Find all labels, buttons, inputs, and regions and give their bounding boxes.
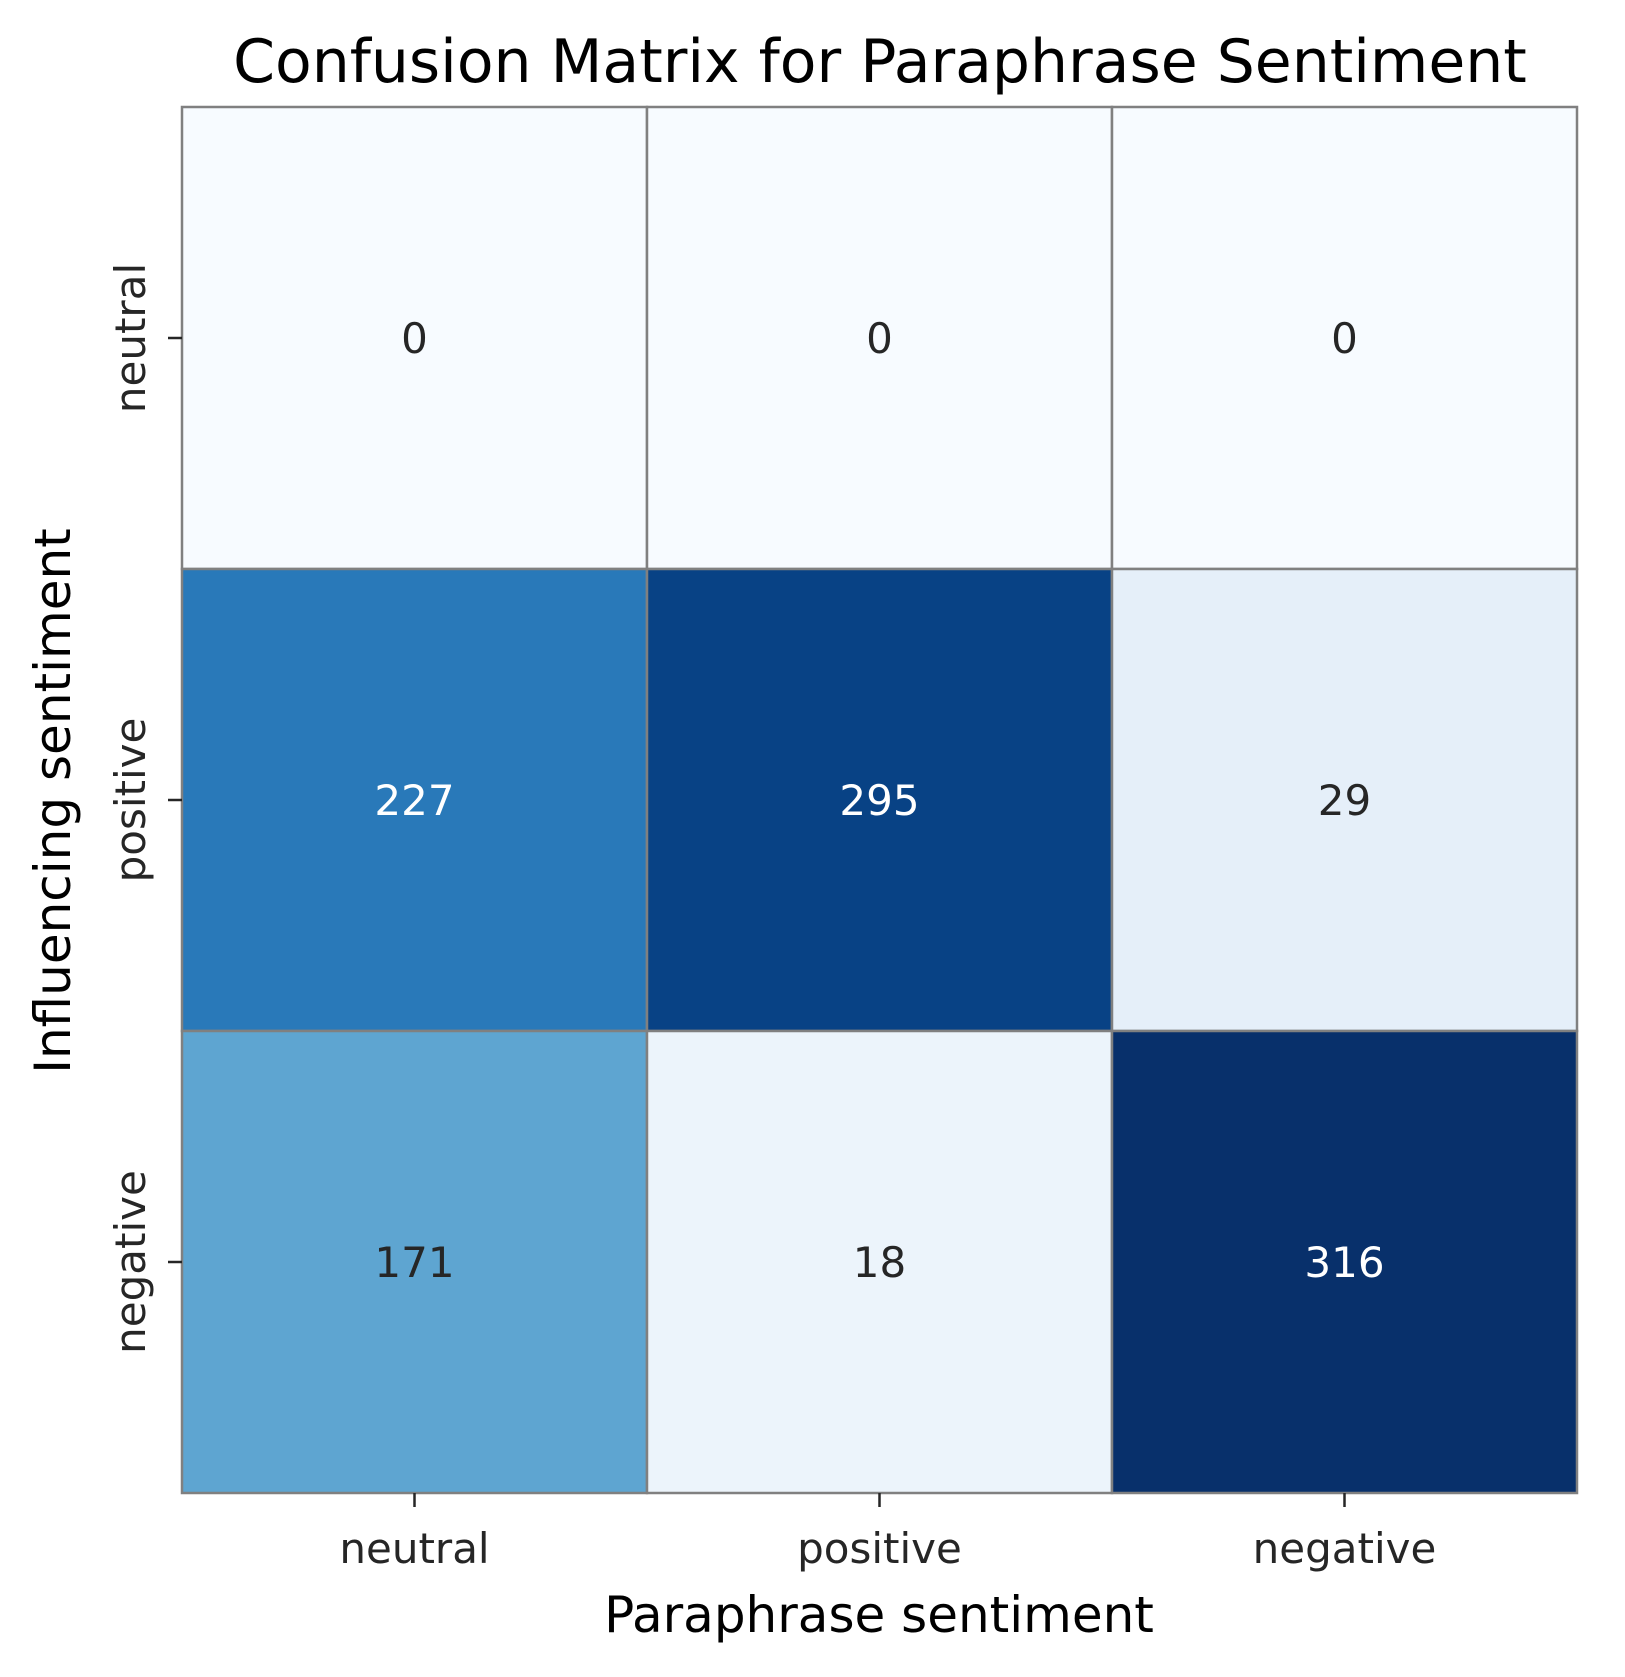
heatmap-cell-positive-negative bbox=[1110, 567, 1579, 1033]
cell-value-label: 0 bbox=[1331, 314, 1358, 363]
cell-value-label: 316 bbox=[1304, 1238, 1384, 1287]
heatmap-cell-neutral-neutral bbox=[180, 105, 649, 571]
cell-value-label: 295 bbox=[839, 776, 919, 825]
heatmap-cell-positive-neutral bbox=[180, 567, 649, 1033]
heatmap-cell-neutral-negative bbox=[1110, 105, 1579, 571]
heatmap-cells bbox=[180, 105, 1579, 1495]
x-tick-label: negative bbox=[1253, 1524, 1437, 1573]
x-axis-label: Paraphrase sentiment bbox=[604, 1586, 1154, 1644]
heatmap-cell-negative-neutral bbox=[180, 1029, 649, 1495]
cell-value-label: 29 bbox=[1318, 776, 1371, 825]
cell-value-label: 171 bbox=[374, 1238, 454, 1287]
heatmap-cell-positive-positive bbox=[645, 567, 1114, 1033]
x-tick-label: neutral bbox=[339, 1524, 489, 1573]
heatmap-cell-neutral-positive bbox=[645, 105, 1114, 571]
cell-value-label: 18 bbox=[853, 1238, 906, 1287]
y-tick-label: neutral bbox=[106, 263, 155, 413]
cell-value-label: 0 bbox=[401, 314, 428, 363]
x-tick-label: positive bbox=[797, 1524, 962, 1573]
y-tick-label: positive bbox=[106, 718, 155, 883]
y-tick-label: negative bbox=[106, 1170, 155, 1354]
y-axis-label: Influencing sentiment bbox=[24, 528, 82, 1074]
cell-value-label: 227 bbox=[374, 776, 454, 825]
axis-ticks: neutral positive negative neutral positive ne… bbox=[106, 263, 1436, 1573]
cell-value-label: 0 bbox=[866, 314, 893, 363]
cell-annotations: 0 0 0 227 295 29 171 18 316 bbox=[374, 314, 1384, 1287]
chart-title: Confusion Matrix for Paraphrase Sentimen… bbox=[233, 27, 1527, 97]
heatmap-cell-negative-positive bbox=[645, 1029, 1114, 1495]
